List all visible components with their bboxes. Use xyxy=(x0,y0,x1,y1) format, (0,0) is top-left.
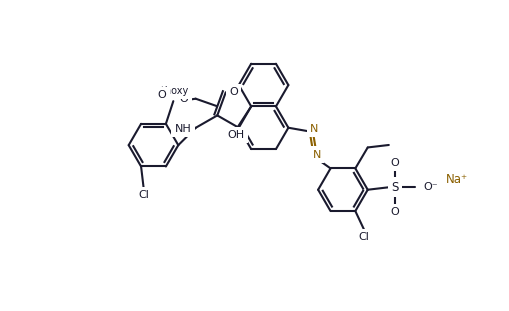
Text: O: O xyxy=(180,94,188,104)
Text: O: O xyxy=(158,90,166,100)
Text: O: O xyxy=(390,207,400,217)
Text: O: O xyxy=(229,87,238,97)
Text: Cl: Cl xyxy=(138,190,149,200)
Text: O⁻: O⁻ xyxy=(423,182,438,192)
Text: ethoxy: ethoxy xyxy=(156,86,189,96)
Text: Na⁺: Na⁺ xyxy=(446,173,468,186)
Text: N: N xyxy=(313,150,321,160)
Text: OH: OH xyxy=(228,130,244,140)
Text: Cl: Cl xyxy=(358,232,370,242)
Text: N: N xyxy=(310,124,318,134)
Text: NH: NH xyxy=(175,123,191,133)
Text: S: S xyxy=(391,181,399,194)
Text: O: O xyxy=(390,158,400,168)
